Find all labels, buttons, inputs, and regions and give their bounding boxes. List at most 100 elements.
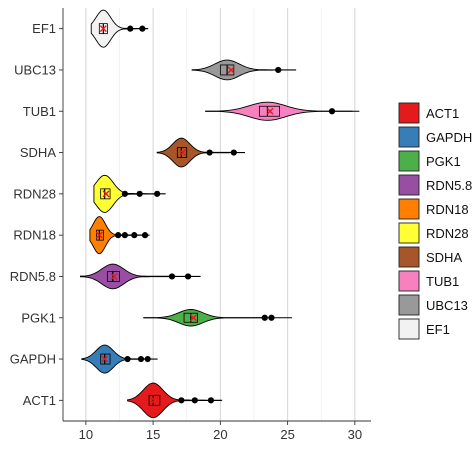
legend-entry: RDN5.8 <box>398 174 472 196</box>
violin-body <box>81 344 158 374</box>
y-tick-label: GAPDH <box>10 352 56 367</box>
legend-label: RDN5.8 <box>426 178 472 193</box>
outlier-point <box>124 355 131 363</box>
outlier-point <box>168 273 176 280</box>
legend-entry: EF1 <box>398 318 450 340</box>
y-tick-label: RDN18 <box>13 228 56 243</box>
outlier-point <box>121 190 128 197</box>
y-tick-label: UBC13 <box>14 62 56 77</box>
legend-label: GAPDH <box>426 130 472 145</box>
violin-body <box>90 9 149 48</box>
outlier-point <box>207 397 215 404</box>
legend-label: TUB1 <box>426 274 459 289</box>
legend-key <box>398 222 420 244</box>
violin-body <box>80 263 201 290</box>
outlier-point <box>141 232 149 239</box>
legend-label: RDN28 <box>426 226 469 241</box>
y-tick-label: RDN5.8 <box>10 269 56 284</box>
legend-label: RDN18 <box>426 202 469 217</box>
y-tick-label: RDN28 <box>13 186 56 201</box>
violin-ef1 <box>90 9 149 48</box>
x-tick-label: 20 <box>213 427 227 442</box>
outlier-point <box>127 25 134 32</box>
violin-rdn18 <box>89 216 150 255</box>
box-iqr <box>148 394 161 406</box>
legend-key <box>398 270 420 292</box>
axes: ACT1 GAPDH PGK1 RDN5.8 RDN18 RDN28 SDHA TUB1 UBC… <box>10 8 371 442</box>
outlier-point <box>184 273 192 280</box>
outlier-point <box>178 397 185 404</box>
x-tick-label: 30 <box>348 427 362 442</box>
outlier-point <box>115 232 122 239</box>
y-tick-label: TUB1 <box>23 104 56 119</box>
violin-ubc13 <box>191 59 297 81</box>
outlier-point <box>137 355 145 363</box>
violin-body <box>156 137 246 168</box>
outlier-point <box>191 397 198 404</box>
mean-marker <box>99 25 107 33</box>
violin-pgk1 <box>143 309 293 327</box>
mean-marker <box>95 231 103 239</box>
legend-entry: RDN18 <box>398 198 469 220</box>
legend-entry: ACT1 <box>398 102 459 124</box>
outlier-point <box>230 149 237 156</box>
legend-key <box>398 150 420 172</box>
violin-marks <box>80 9 360 419</box>
mean-marker <box>179 149 187 157</box>
y-tick-label: ACT1 <box>23 393 56 408</box>
grid-lines <box>85 8 356 421</box>
outlier-point <box>261 314 268 321</box>
violin-body <box>205 101 360 121</box>
legend-key <box>398 174 420 196</box>
mean-marker <box>266 107 274 115</box>
x-tick-label: 10 <box>79 427 93 442</box>
box-iqr <box>96 229 104 241</box>
y-tick-label: PGK1 <box>21 310 56 325</box>
box-iqr <box>100 353 111 365</box>
mean-marker <box>189 314 197 322</box>
legend-label: PGK1 <box>426 154 461 169</box>
outlier-point <box>206 149 213 156</box>
legend-entry: SDHA <box>398 246 462 268</box>
outlier-point <box>154 190 161 197</box>
box-iqr <box>176 147 188 158</box>
legend-entry: GAPDH <box>398 126 472 148</box>
violin-gapdh <box>81 344 158 374</box>
violin-body <box>127 382 223 419</box>
box-iqr <box>100 188 111 200</box>
legend: ACT1 GAPDH PGK1 RDN5.8 RDN18 RDN28 SDHA TUB1 UBC… <box>398 102 472 340</box>
violin-rdn28 <box>93 174 166 213</box>
legend-key <box>398 126 420 148</box>
box-iqr <box>258 105 280 117</box>
y-tick-label: EF1 <box>32 21 56 36</box>
legend-label: UBC13 <box>426 298 468 313</box>
x-tick-label: 15 <box>146 427 160 442</box>
legend-label: ACT1 <box>426 106 459 121</box>
violin-body <box>191 59 297 81</box>
mean-marker <box>227 66 235 74</box>
mean-marker <box>101 355 109 363</box>
violin-rdn5-8 <box>80 263 201 290</box>
outlier-point <box>328 108 336 115</box>
legend-label: SDHA <box>426 250 462 265</box>
outlier-point <box>275 66 282 74</box>
x-tick-label: 25 <box>280 427 294 442</box>
legend-key <box>398 198 420 220</box>
legend-key <box>398 102 420 124</box>
legend-entry: RDN28 <box>398 222 469 244</box>
mean-marker <box>110 272 118 280</box>
violin-act1 <box>127 382 223 419</box>
legend-key <box>398 246 420 268</box>
outlier-point <box>131 232 138 239</box>
legend-key <box>398 318 420 340</box>
violin-body <box>93 174 166 213</box>
outlier-point <box>144 355 151 363</box>
mean-marker <box>102 190 110 198</box>
box-iqr <box>106 271 120 282</box>
violin-sdha <box>156 137 246 168</box>
outlier-point <box>139 25 146 32</box>
legend-entry: TUB1 <box>398 270 459 292</box>
legend-label: EF1 <box>426 322 450 337</box>
